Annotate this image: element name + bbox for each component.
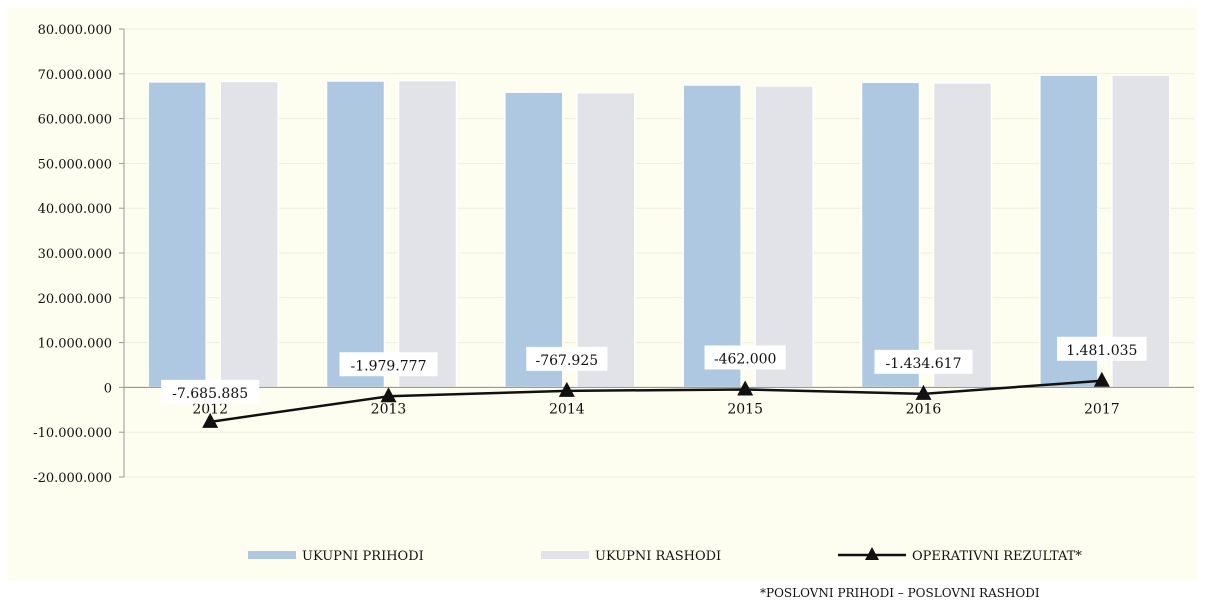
line-marker-triangle xyxy=(202,412,219,428)
bar-ukupni-prihodi xyxy=(860,81,921,389)
y-tick-label: 0 xyxy=(104,381,112,396)
legend-label: UKUPNI PRIHODI xyxy=(302,549,424,564)
line-marker-triangle xyxy=(737,380,754,396)
bar-ukupni-rashodi xyxy=(754,85,814,389)
y-tick-label: 40.000.000 xyxy=(38,202,112,217)
line-marker-triangle xyxy=(558,381,575,397)
legend-item: UKUPNI RASHODI xyxy=(541,549,721,564)
x-tick-label: 2016 xyxy=(906,401,942,417)
data-label-box xyxy=(874,349,973,374)
data-label-text: -767.925 xyxy=(536,353,599,369)
y-tick-label: 30.000.000 xyxy=(38,247,112,262)
legend-item: OPERATIVNI REZULTAT* xyxy=(838,547,1082,564)
bar-ukupni-rashodi xyxy=(1111,74,1171,389)
y-tick-label: 80.000.000 xyxy=(38,23,112,38)
line-marker-triangle xyxy=(915,384,932,400)
bar-ukupni-rashodi xyxy=(932,82,993,389)
y-tick-label: 60.000.000 xyxy=(38,113,112,128)
legend-item: UKUPNI PRIHODI xyxy=(248,549,424,564)
y-tick-label: -20.000.000 xyxy=(33,471,112,486)
data-label-text: -1.434.617 xyxy=(886,356,962,372)
y-tick-label: 50.000.000 xyxy=(38,157,112,172)
y-tick-label: -10.000.000 xyxy=(33,426,112,441)
y-tick-label: 70.000.000 xyxy=(38,68,112,83)
data-label-box xyxy=(704,345,786,370)
y-tick-label: 20.000.000 xyxy=(38,292,112,307)
data-label: -462.000 xyxy=(704,345,786,370)
bar-ukupni-prihodi xyxy=(325,80,386,389)
bar-ukupni-prihodi xyxy=(682,84,742,389)
data-label: -1.979.777 xyxy=(339,352,438,377)
data-label: -7.685.885 xyxy=(161,379,260,404)
y-tick-label: 10.000.000 xyxy=(38,337,112,352)
legend-marker-triangle xyxy=(865,547,879,560)
bar-ukupni-rashodi xyxy=(219,80,279,389)
data-label-box xyxy=(161,379,260,404)
bar-ukupni-prihodi xyxy=(504,91,564,389)
x-tick-label: 2015 xyxy=(727,401,763,417)
data-label-text: -7.685.885 xyxy=(172,386,248,402)
data-label: -1.434.617 xyxy=(874,349,973,374)
legend-swatch xyxy=(248,551,296,559)
bar-ukupni-rashodi xyxy=(397,79,458,389)
data-label: 1.481.035 xyxy=(1057,336,1147,361)
x-tick-label: 2017 xyxy=(1084,401,1120,417)
data-label-box xyxy=(1057,336,1147,361)
x-tick-label: 2013 xyxy=(371,401,407,417)
line-operativni-rezultat xyxy=(209,379,1102,424)
line-marker-triangle xyxy=(380,387,397,403)
line-marker-triangle xyxy=(1093,371,1110,387)
x-tick-label: 2012 xyxy=(192,401,228,417)
data-label-box xyxy=(339,352,438,377)
data-label-text: -1.979.777 xyxy=(351,358,427,374)
data-label-text: -462.000 xyxy=(714,351,777,367)
legend-label: OPERATIVNI REZULTAT* xyxy=(912,549,1082,564)
data-label-box xyxy=(526,346,608,371)
bar-ukupni-rashodi xyxy=(576,91,636,389)
data-label: -767.925 xyxy=(526,346,608,371)
legend-swatch xyxy=(541,551,589,559)
legend-label: UKUPNI RASHODI xyxy=(595,549,721,564)
bar-ukupni-prihodi xyxy=(147,81,207,389)
x-tick-label: 2014 xyxy=(549,401,585,417)
footnote: *POSLOVNI PRIHODI – POSLOVNI RASHODI xyxy=(760,586,1040,600)
data-label-text: 1.481.035 xyxy=(1066,343,1137,359)
